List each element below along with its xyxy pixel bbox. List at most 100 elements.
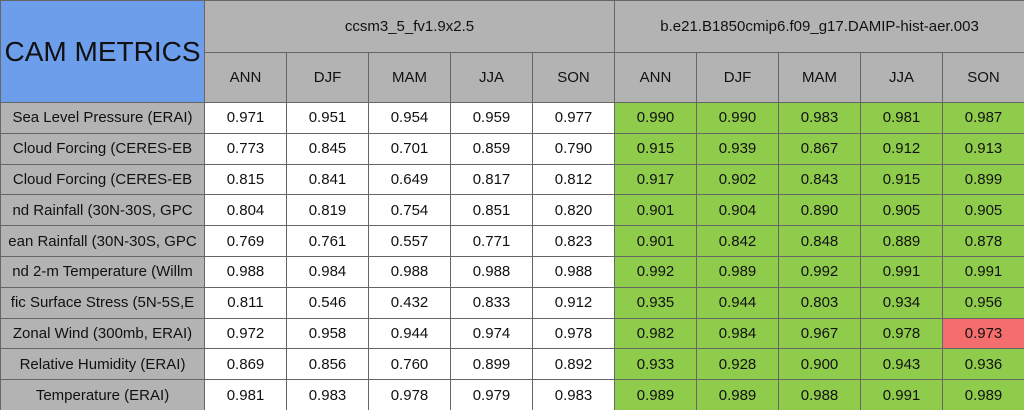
value-cell: 0.760 <box>368 348 451 381</box>
value-cell: 0.982 <box>614 317 698 350</box>
value-cell: 0.973 <box>942 317 1024 350</box>
value-cell: 0.915 <box>860 163 944 196</box>
value-cell: 0.958 <box>286 317 369 350</box>
value-cell: 0.979 <box>450 379 533 410</box>
row-label-cell: nd Rainfall (30N-30S, GPC <box>0 194 205 227</box>
value-cell: 0.859 <box>450 132 533 165</box>
value-cell: 0.811 <box>204 286 287 319</box>
data-row: nd 2-m Temperature (Willm 0.988 0.984 0.988… <box>0 255 1024 288</box>
value-cell: 0.869 <box>204 348 287 381</box>
value-cell: 0.983 <box>286 379 369 410</box>
value-cell: 0.901 <box>614 225 698 257</box>
value-cell: 0.981 <box>860 102 944 134</box>
value-cell: 0.889 <box>860 225 944 257</box>
header-row: CAM METRICS ccsm3_5_fv1.9x2.5 b.e21.B1850c… <box>0 0 1024 103</box>
value-cell: 0.820 <box>531 194 616 227</box>
season-header: JJA <box>860 52 944 103</box>
value-cell: 0.989 <box>614 379 698 410</box>
value-cell: 0.761 <box>286 225 369 257</box>
value-cell: 0.867 <box>778 132 862 165</box>
value-cell: 0.851 <box>450 194 533 227</box>
value-cell: 0.754 <box>368 194 451 227</box>
value-cell: 0.983 <box>531 379 616 410</box>
value-cell: 0.848 <box>778 225 862 257</box>
value-cell: 0.900 <box>778 348 862 381</box>
value-cell: 0.972 <box>204 317 287 350</box>
value-cell: 0.944 <box>368 317 451 350</box>
value-cell: 0.992 <box>778 255 862 288</box>
data-row: Temperature (ERAI) 0.981 0.983 0.978 0.979 0.… <box>0 379 1024 410</box>
season-header: ANN <box>614 52 698 103</box>
value-cell: 0.935 <box>614 286 698 319</box>
data-row: Relative Humidity (ERAI) 0.869 0.856 0.760 0… <box>0 348 1024 381</box>
season-header: MAM <box>778 52 862 103</box>
value-cell: 0.790 <box>531 132 616 165</box>
row-label: nd Rainfall (30N-30S, GPC <box>12 201 193 219</box>
value-cell: 0.769 <box>204 225 287 257</box>
season-header: SON <box>942 52 1024 103</box>
value-cell: 0.815 <box>204 163 287 196</box>
data-row: fic Surface Stress (5N-5S,E 0.811 0.546 0.4… <box>0 286 1024 319</box>
row-label: fic Surface Stress (5N-5S,E <box>10 294 195 312</box>
value-cell: 0.817 <box>450 163 533 196</box>
row-label: Sea Level Pressure (ERAI) <box>12 109 193 127</box>
value-cell: 0.956 <box>942 286 1024 319</box>
value-cell: 0.988 <box>368 255 451 288</box>
value-cell: 0.899 <box>450 348 533 381</box>
value-cell: 0.856 <box>286 348 369 381</box>
row-label-cell: Cloud Forcing (CERES-EB <box>0 132 205 165</box>
value-cell: 0.988 <box>531 255 616 288</box>
value-cell: 0.943 <box>860 348 944 381</box>
group-header: ccsm3_5_fv1.9x2.5 <box>203 0 616 53</box>
value-cell: 0.904 <box>696 194 780 227</box>
row-label: Temperature (ERAI) <box>35 386 170 404</box>
value-cell: 0.902 <box>696 163 780 196</box>
value-cell: 0.928 <box>696 348 780 381</box>
data-row: Cloud Forcing (CERES-EB 0.815 0.841 0.649 0.… <box>0 163 1024 196</box>
value-cell: 0.912 <box>531 286 616 319</box>
row-label: Zonal Wind (300mb, ERAI) <box>12 324 193 342</box>
value-cell: 0.917 <box>614 163 698 196</box>
value-cell: 0.988 <box>778 379 862 410</box>
value-cell: 0.984 <box>696 317 780 350</box>
value-cell: 0.819 <box>286 194 369 227</box>
value-cell: 0.701 <box>368 132 451 165</box>
value-cell: 0.978 <box>368 379 451 410</box>
value-cell: 0.915 <box>614 132 698 165</box>
value-cell: 0.913 <box>942 132 1024 165</box>
season-header: JJA <box>450 52 533 103</box>
value-cell: 0.991 <box>860 379 944 410</box>
value-cell: 0.823 <box>531 225 616 257</box>
value-cell: 0.988 <box>204 255 287 288</box>
row-label-cell: ean Rainfall (30N-30S, GPC <box>0 225 205 257</box>
row-label: Cloud Forcing (CERES-EB <box>12 170 193 188</box>
value-cell: 0.934 <box>860 286 944 319</box>
value-cell: 0.649 <box>368 163 451 196</box>
value-cell: 0.981 <box>204 379 287 410</box>
row-label-cell: Relative Humidity (ERAI) <box>0 348 205 381</box>
row-label-cell: nd 2-m Temperature (Willm <box>0 255 205 288</box>
value-cell: 0.842 <box>696 225 780 257</box>
value-cell: 0.773 <box>204 132 287 165</box>
row-label: nd 2-m Temperature (Willm <box>12 263 193 281</box>
value-cell: 0.989 <box>942 379 1024 410</box>
value-cell: 0.933 <box>614 348 698 381</box>
value-cell: 0.977 <box>531 102 616 134</box>
value-cell: 0.843 <box>778 163 862 196</box>
value-cell: 0.978 <box>860 317 944 350</box>
value-cell: 0.989 <box>696 255 780 288</box>
season-header: ANN <box>204 52 287 103</box>
data-row: ean Rainfall (30N-30S, GPC 0.769 0.761 0.55… <box>0 225 1024 257</box>
value-cell: 0.984 <box>286 255 369 288</box>
value-cell: 0.905 <box>942 194 1024 227</box>
value-cell: 0.432 <box>368 286 451 319</box>
value-cell: 0.990 <box>696 102 780 134</box>
value-cell: 0.905 <box>860 194 944 227</box>
value-cell: 0.912 <box>860 132 944 165</box>
value-cell: 0.841 <box>286 163 369 196</box>
row-label-cell: Cloud Forcing (CERES-EB <box>0 163 205 196</box>
value-cell: 0.833 <box>450 286 533 319</box>
value-cell: 0.988 <box>450 255 533 288</box>
value-cell: 0.974 <box>450 317 533 350</box>
